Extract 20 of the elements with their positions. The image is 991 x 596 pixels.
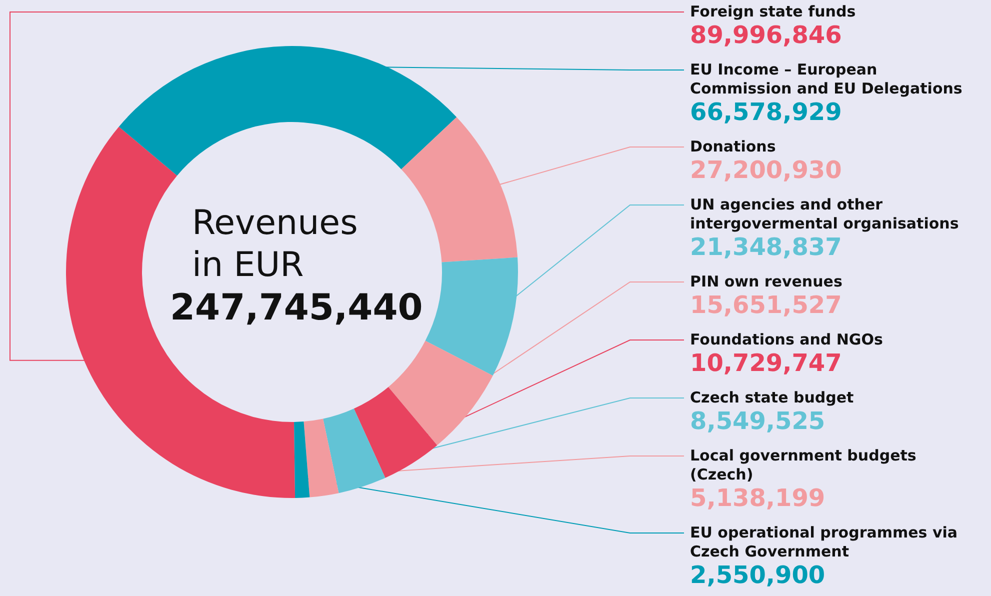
data-label: 21,348,837 bbox=[690, 233, 842, 261]
slice-label: PIN own revenues bbox=[690, 272, 842, 290]
data-label: 2,550,900 bbox=[690, 561, 826, 589]
data-label: 15,651,527 bbox=[690, 291, 842, 319]
data-label: 66,578,929 bbox=[690, 98, 842, 126]
text: Revenues in EUR bbox=[192, 203, 369, 285]
slice-label: EU Income – European Commission and EU Delegations bbox=[690, 60, 962, 98]
slice-label: Foreign state funds bbox=[690, 2, 856, 20]
data-label: 27,200,930 bbox=[690, 156, 842, 184]
slice-label: UN agencies and other intergovermental organisations bbox=[690, 196, 959, 232]
slice-label: Donations bbox=[690, 138, 776, 156]
slice-label: EU operational programmes via Czech Government bbox=[690, 524, 958, 560]
data-label: 89,996,846 bbox=[690, 21, 842, 49]
slice-label: Foundations and NGOs bbox=[690, 330, 883, 348]
data-label: 10,729,747 bbox=[690, 349, 842, 377]
text: 247,745,440 bbox=[170, 288, 423, 328]
slice-label: Czech state budget bbox=[690, 388, 854, 406]
slice-label: Local government budgets (Czech) bbox=[690, 446, 916, 484]
data-label: 5,138,199 bbox=[690, 484, 826, 512]
data-label: 8,549,525 bbox=[690, 407, 826, 435]
